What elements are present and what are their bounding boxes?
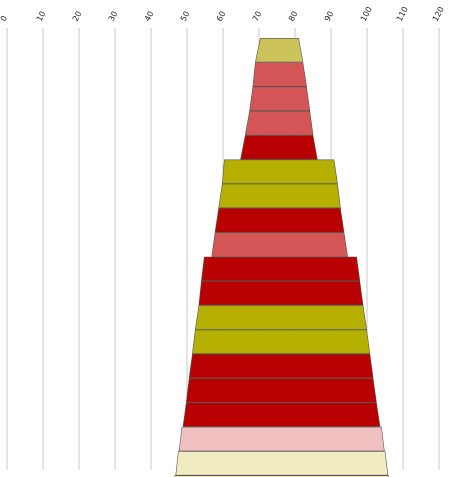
funnel-segment	[182, 402, 381, 427]
x-tick-label: 70	[251, 10, 264, 23]
x-tick-label: 120	[431, 5, 446, 23]
x-tick-label: 30	[107, 10, 120, 23]
x-tick-label: 80	[287, 10, 300, 23]
x-tick-label: 10	[35, 10, 48, 23]
funnel-segment	[249, 86, 311, 111]
funnel-segment	[255, 37, 304, 63]
funnel-segment	[185, 378, 377, 403]
funnel-segment	[218, 183, 341, 209]
funnel-segment	[188, 353, 374, 379]
x-axis-tick-labels: 0 10 20 30 40 50 60 70 80 90 100 110 120	[0, 5, 446, 23]
x-tick-label: 110	[395, 5, 410, 23]
funnel-segment	[198, 280, 364, 306]
funnel-segment	[244, 110, 314, 136]
funnel-segments	[174, 37, 390, 477]
funnel-segment	[192, 329, 371, 355]
x-tick-label: 50	[179, 10, 192, 23]
funnel-segment	[175, 451, 389, 476]
funnel-segment	[221, 159, 338, 184]
x-tick-label: 20	[71, 10, 84, 23]
funnel-segment	[211, 232, 348, 257]
funnel-segment	[194, 305, 367, 330]
x-tick-label: 90	[323, 10, 336, 23]
funnel-segment	[214, 208, 345, 233]
funnel-segment	[178, 426, 385, 452]
x-tick-label: 0	[0, 14, 9, 23]
x-tick-label: 100	[359, 5, 374, 23]
funnel-segment	[201, 256, 361, 282]
x-tick-label: 40	[143, 10, 156, 23]
funnel-segment	[252, 62, 307, 87]
funnel-segment	[240, 135, 318, 160]
x-tick-label: 60	[215, 10, 228, 23]
